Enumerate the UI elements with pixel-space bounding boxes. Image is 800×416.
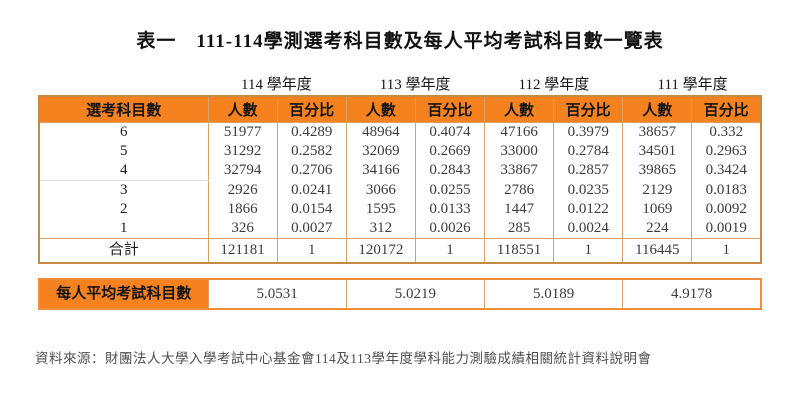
cell: 0.2857 <box>553 161 624 181</box>
column-header-count: 人數 <box>207 95 278 123</box>
column-header-count: 人數 <box>622 95 693 123</box>
year-header-row: 114 學年度 113 學年度 112 學年度 111 學年度 <box>38 75 762 95</box>
column-header-count: 人數 <box>483 95 555 123</box>
table-row: 5 31292 0.2582 32069 0.2669 33000 0.2784… <box>38 142 762 161</box>
cell: 32069 <box>345 142 416 161</box>
row-label: 1 <box>38 219 209 239</box>
column-header-percent: 百分比 <box>553 95 624 123</box>
total-cell: 118551 <box>483 238 555 264</box>
subject-count-table: 選考科目數 人數 百分比 人數 百分比 人數 百分比 人數 百分比 6 5197… <box>38 95 762 264</box>
total-cell: 1 <box>691 238 762 264</box>
cell: 38657 <box>622 122 693 142</box>
cell: 0.0027 <box>276 219 347 239</box>
cell: 34501 <box>622 142 693 161</box>
cell: 34166 <box>345 161 416 181</box>
row-header-label: 選考科目數 <box>38 95 209 123</box>
column-header-count: 人數 <box>345 95 416 123</box>
total-cell: 1 <box>276 238 347 264</box>
total-cell: 1 <box>553 238 624 264</box>
cell: 2129 <box>622 180 693 200</box>
total-label: 合計 <box>38 238 209 264</box>
cell: 2786 <box>483 180 555 200</box>
table-row: 1 326 0.0027 312 0.0026 285 0.0024 224 0… <box>38 219 762 239</box>
column-header-percent: 百分比 <box>276 95 347 123</box>
total-cell: 1 <box>414 238 486 264</box>
cell: 0.0026 <box>414 219 486 239</box>
average-value-111: 4.9178 <box>622 278 762 310</box>
average-value-112: 5.0189 <box>483 278 624 310</box>
year-header-112: 112 學年度 <box>518 77 590 93</box>
total-cell: 121181 <box>207 238 278 264</box>
cell: 0.2582 <box>276 142 347 161</box>
cell: 1069 <box>622 200 693 219</box>
cell: 0.2706 <box>276 161 347 181</box>
table-header-row: 選考科目數 人數 百分比 人數 百分比 人數 百分比 人數 百分比 <box>38 95 762 123</box>
row-label: 5 <box>38 142 209 161</box>
cell: 0.2669 <box>414 142 486 161</box>
total-cell: 116445 <box>622 238 693 264</box>
column-header-percent: 百分比 <box>691 95 762 123</box>
year-header-113: 113 學年度 <box>379 77 451 93</box>
average-value-114: 5.0531 <box>207 278 347 310</box>
total-row: 合計 121181 1 120172 1 118551 1 116445 1 <box>38 238 762 264</box>
cell: 326 <box>207 219 278 239</box>
average-value-113: 5.0219 <box>345 278 486 310</box>
cell: 39865 <box>622 161 693 181</box>
cell: 0.3424 <box>691 161 762 181</box>
average-table: 每人平均考試科目數 5.0531 5.0219 5.0189 4.9178 <box>38 278 762 310</box>
cell: 0.2843 <box>414 161 486 181</box>
total-cell: 120172 <box>345 238 416 264</box>
cell: 33000 <box>483 142 555 161</box>
cell: 0.0024 <box>553 219 624 239</box>
cell: 1595 <box>345 200 416 219</box>
table-row: 2 1866 0.0154 1595 0.0133 1447 0.0122 10… <box>38 200 762 219</box>
row-label: 4 <box>38 161 209 181</box>
year-header-114: 114 學年度 <box>241 77 312 93</box>
cell: 51977 <box>207 122 278 142</box>
cell: 0.0133 <box>414 200 486 219</box>
cell: 47166 <box>483 122 555 142</box>
cell: 0.0255 <box>414 180 486 200</box>
row-label: 6 <box>38 122 209 142</box>
cell: 0.0183 <box>691 180 762 200</box>
table-row: 4 32794 0.2706 34166 0.2843 33867 0.2857… <box>38 161 762 181</box>
cell: 0.0122 <box>553 200 624 219</box>
cell: 0.4074 <box>414 122 486 142</box>
cell: 0.0235 <box>553 180 624 200</box>
average-row: 每人平均考試科目數 5.0531 5.0219 5.0189 4.9178 <box>38 278 762 310</box>
cell: 0.2784 <box>553 142 624 161</box>
table-row: 3 2926 0.0241 3066 0.0255 2786 0.0235 21… <box>38 180 762 200</box>
cell: 312 <box>345 219 416 239</box>
year-header-spacer <box>38 75 207 95</box>
row-label: 3 <box>38 180 209 200</box>
cell: 1447 <box>483 200 555 219</box>
column-header-percent: 百分比 <box>414 95 486 123</box>
cell: 0.3979 <box>553 122 624 142</box>
year-header-111: 111 學年度 <box>657 77 728 93</box>
row-label: 2 <box>38 200 209 219</box>
cell: 32794 <box>207 161 278 181</box>
cell: 0.0019 <box>691 219 762 239</box>
cell: 285 <box>483 219 555 239</box>
page-title: 表一 111-114學測選考科目數及每人平均考試科目數一覽表 <box>136 31 664 52</box>
average-label: 每人平均考試科目數 <box>38 278 209 310</box>
cell: 3066 <box>345 180 416 200</box>
cell: 0.0241 <box>276 180 347 200</box>
cell: 48964 <box>345 122 416 142</box>
cell: 0.0092 <box>691 200 762 219</box>
cell: 0.332 <box>691 122 762 142</box>
cell: 33867 <box>483 161 555 181</box>
cell: 1866 <box>207 200 278 219</box>
table-row: 6 51977 0.4289 48964 0.4074 47166 0.3979… <box>38 122 762 142</box>
cell: 2926 <box>207 180 278 200</box>
source-note: 資料來源：財團法人大學入學考試中心基金會114及113學年度學科能力測驗成績相關… <box>35 351 652 366</box>
cell: 31292 <box>207 142 278 161</box>
cell: 0.0154 <box>276 200 347 219</box>
cell: 224 <box>622 219 693 239</box>
cell: 0.2963 <box>691 142 762 161</box>
cell: 0.4289 <box>276 122 347 142</box>
